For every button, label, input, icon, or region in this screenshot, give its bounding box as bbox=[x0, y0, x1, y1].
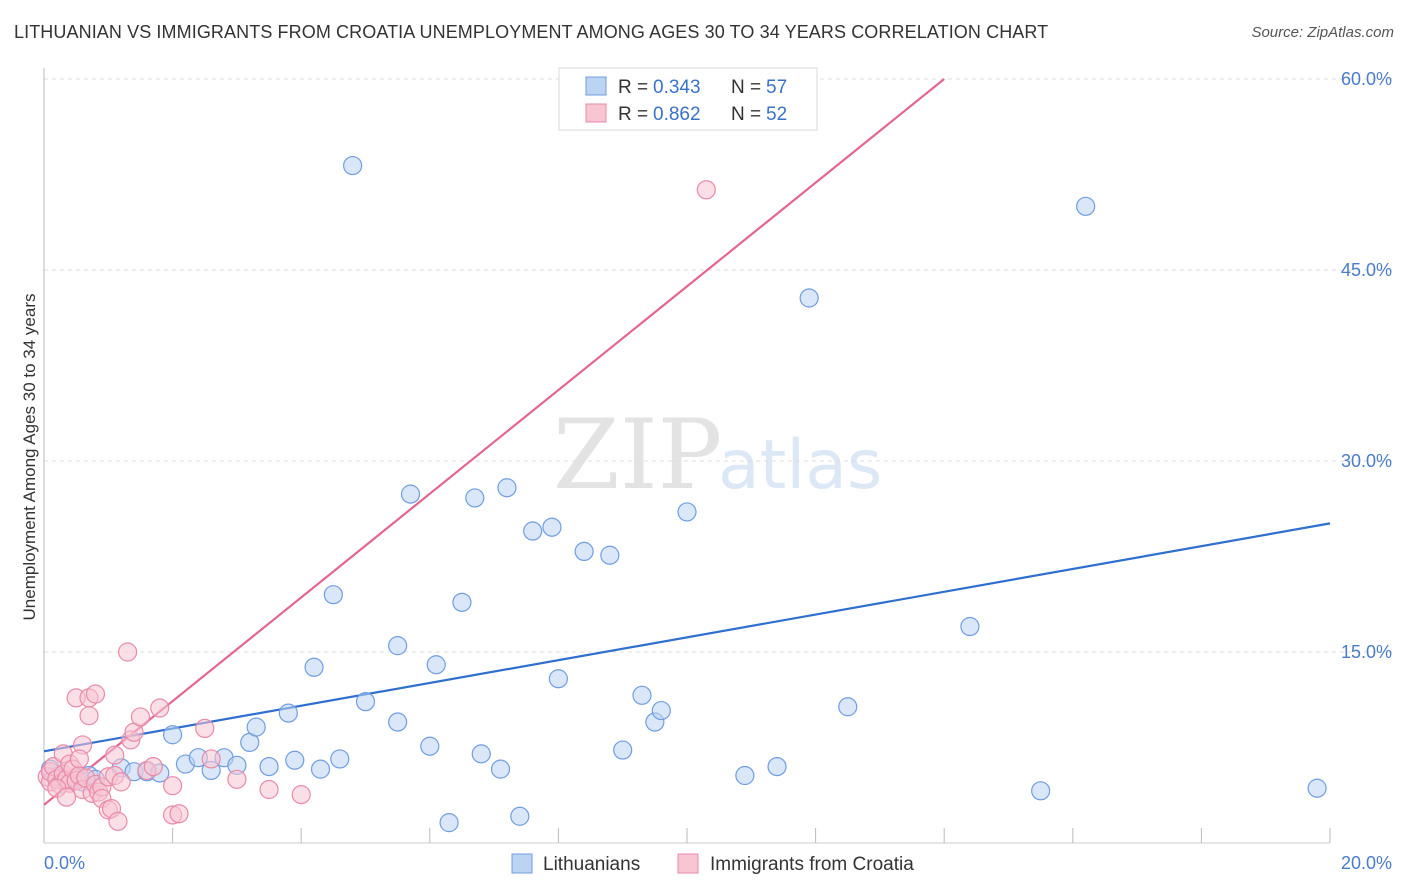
data-point-lithuanian bbox=[574, 541, 594, 562]
data-point-lithuanian bbox=[285, 750, 305, 770]
data-point-lithuanian bbox=[735, 765, 755, 786]
trend-line-lithuanian bbox=[43, 522, 1331, 753]
data-point-lithuanian bbox=[259, 756, 279, 777]
data-point-croatia bbox=[195, 718, 215, 739]
data-point-croatia bbox=[227, 769, 247, 789]
data-point-lithuanian bbox=[510, 806, 530, 826]
y-tick-label: 45.0% bbox=[1341, 260, 1392, 280]
y-tick-label: 60.0% bbox=[1341, 69, 1392, 89]
bottom-legend-swatch-lithuanians bbox=[511, 853, 533, 874]
legend-r-value-2: 0.862 bbox=[653, 104, 701, 125]
data-point-lithuanian bbox=[304, 657, 324, 677]
data-point-lithuanian bbox=[355, 692, 376, 712]
data-point-lithuanian bbox=[1031, 781, 1051, 801]
data-point-lithuanian bbox=[420, 736, 440, 756]
legend-n-value-1: 57 bbox=[766, 77, 787, 98]
data-point-croatia bbox=[105, 745, 125, 765]
bottom-legend: Lithuanians Immigrants from Croatia bbox=[511, 853, 914, 875]
legend-n-label-1: N = bbox=[731, 77, 761, 98]
x-tick-label-min: 0.0% bbox=[44, 853, 85, 873]
legend-r-value-1: 0.343 bbox=[653, 77, 701, 98]
x-tick-label-max: 20.0% bbox=[1341, 853, 1392, 873]
data-point-lithuanian bbox=[497, 478, 517, 498]
data-point-lithuanian bbox=[542, 517, 562, 537]
data-point-lithuanian bbox=[452, 592, 472, 612]
data-point-croatia bbox=[163, 776, 183, 796]
legend-swatch-croatia bbox=[585, 103, 607, 123]
data-point-lithuanian bbox=[310, 759, 331, 779]
data-point-croatia bbox=[291, 785, 311, 805]
trend-line-croatia bbox=[43, 78, 945, 806]
data-point-lithuanian bbox=[330, 749, 350, 769]
data-point-croatia bbox=[130, 707, 151, 727]
legend-n-value-2: 52 bbox=[766, 104, 787, 125]
data-point-lithuanian bbox=[600, 545, 620, 565]
legend-swatch-lithuanians bbox=[585, 76, 607, 96]
chart-source: Source: ZipAtlas.com bbox=[1251, 24, 1394, 41]
data-point-lithuanian bbox=[439, 813, 459, 833]
data-point-lithuanian bbox=[677, 502, 697, 522]
data-point-lithuanian bbox=[323, 585, 343, 605]
y-axis-title: Unemployment Among Ages 30 to 34 years bbox=[20, 294, 39, 621]
axes: 15.0% 30.0% 45.0% 60.0% 0.0% 20.0% bbox=[43, 68, 1392, 873]
data-point-lithuanian bbox=[388, 636, 408, 656]
data-point-croatia bbox=[69, 749, 89, 769]
bottom-legend-swatch-croatia bbox=[677, 853, 699, 874]
data-point-lithuanian bbox=[767, 756, 787, 777]
data-point-croatia bbox=[111, 772, 131, 792]
gridlines bbox=[44, 78, 1392, 653]
bottom-legend-label-lithuanians: Lithuanians bbox=[543, 854, 640, 875]
data-point-croatia bbox=[79, 706, 99, 726]
data-point-lithuanian bbox=[490, 759, 511, 779]
data-point-lithuanian bbox=[278, 703, 298, 723]
data-point-lithuanian bbox=[426, 655, 446, 675]
data-point-croatia bbox=[696, 180, 716, 200]
data-point-lithuanian bbox=[632, 685, 652, 705]
chart-title: LITHUANIAN VS IMMIGRANTS FROM CROATIA UN… bbox=[14, 22, 1049, 42]
bottom-legend-label-croatia: Immigrants from Croatia bbox=[710, 854, 914, 875]
data-point-lithuanian bbox=[1307, 778, 1327, 798]
data-point-croatia bbox=[108, 811, 128, 831]
data-point-lithuanian bbox=[960, 616, 980, 637]
data-point-lithuanian bbox=[799, 288, 819, 308]
data-point-lithuanian bbox=[388, 712, 408, 732]
data-point-croatia bbox=[201, 749, 221, 769]
data-point-lithuanian bbox=[1076, 196, 1096, 216]
data-point-lithuanian bbox=[163, 725, 183, 745]
data-point-lithuanian bbox=[613, 740, 633, 760]
y-tick-label: 15.0% bbox=[1341, 642, 1392, 662]
data-point-croatia bbox=[56, 787, 77, 807]
data-point-lithuanian bbox=[548, 669, 569, 689]
data-point-lithuanian bbox=[343, 155, 363, 176]
data-point-croatia bbox=[143, 756, 163, 777]
watermark-atlas: atlas bbox=[718, 426, 882, 505]
data-point-lithuanian bbox=[400, 484, 421, 504]
watermark-zip: ZIP bbox=[553, 399, 722, 511]
trend-lines bbox=[43, 78, 1331, 806]
data-point-lithuanian bbox=[523, 521, 543, 541]
legend-r-label-1: R = bbox=[618, 77, 648, 98]
data-point-croatia bbox=[169, 804, 189, 824]
y-tick-label: 30.0% bbox=[1341, 451, 1392, 471]
data-point-lithuanian bbox=[465, 488, 485, 508]
data-point-croatia bbox=[259, 779, 279, 800]
legend: R = 0.343 N = 57 R = 0.862 N = 52 bbox=[558, 67, 818, 131]
legend-r-label-2: R = bbox=[618, 104, 648, 125]
data-point-lithuanian bbox=[246, 717, 266, 737]
data-point-lithuanian bbox=[651, 700, 671, 721]
data-point-croatia bbox=[150, 698, 170, 718]
data-point-croatia bbox=[85, 684, 106, 704]
scatter-points bbox=[37, 155, 1327, 833]
data-point-croatia bbox=[117, 642, 138, 662]
data-point-lithuanian bbox=[838, 697, 858, 717]
data-point-lithuanian bbox=[471, 744, 491, 764]
legend-n-label-2: N = bbox=[731, 104, 761, 125]
